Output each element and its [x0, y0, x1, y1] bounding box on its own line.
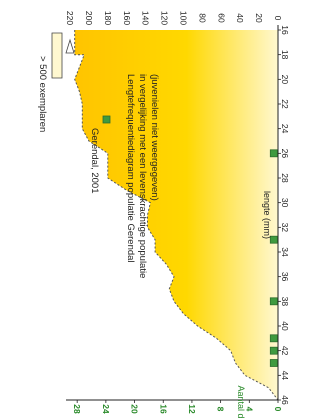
legend-label: Gerendal, 2001	[89, 128, 100, 194]
population-outline	[74, 30, 279, 401]
chart-title: Lengtefrequentiediagram populatie Gerend…	[125, 74, 160, 281]
gerendal-marker	[269, 334, 278, 343]
x-axis-label: lengte (mm)	[262, 191, 272, 239]
markers-layer	[51, 32, 278, 367]
right-y-tick-label: 120	[160, 11, 170, 25]
left-y-tick-label: 0	[273, 407, 283, 412]
left-y-tick-label: 8	[216, 407, 226, 412]
x-tick-label: 40	[280, 321, 290, 331]
right-y-tick-label: 40	[235, 13, 245, 23]
title-line-1: Lengtefrequentiediagram populatie Gerend…	[125, 74, 136, 263]
x-tick-label: 34	[280, 247, 290, 257]
left-y-tick-label: 4	[244, 407, 254, 412]
x-tick-label: 44	[280, 371, 290, 381]
axes-layer: 1618202224262830323436384042444602040608…	[65, 11, 290, 414]
x-tick-label: 18	[280, 50, 290, 60]
right-y-tick-label: 180	[103, 11, 113, 25]
y-axis-label: Aantal dieren	[236, 385, 246, 419]
right-y-tick-label: 200	[84, 11, 94, 25]
right-y-tick-label: 80	[197, 13, 207, 23]
x-tick-label: 38	[280, 297, 290, 307]
population-area	[74, 30, 278, 400]
x-tick-label: 30	[280, 198, 290, 208]
title-line-2: in vergelijking met een levenskrachtige …	[137, 74, 148, 278]
title-line-3: (juvenielen niet weergegeven)	[149, 74, 160, 201]
annotation-label: > 500 exemplaren	[37, 56, 48, 132]
left-y-tick-label: 24	[101, 404, 111, 414]
left-y-tick-label: 12	[187, 404, 197, 414]
population-area-layer	[74, 30, 279, 401]
x-tick-label: 26	[280, 149, 290, 159]
left-y-tick-label: 20	[130, 404, 140, 414]
right-y-tick-label: 60	[216, 13, 226, 23]
x-tick-label: 16	[280, 25, 290, 35]
annotation-arrow-head	[65, 38, 75, 54]
gerendal-marker	[269, 149, 278, 158]
x-tick-label: 36	[280, 272, 290, 282]
legend-marker	[102, 115, 111, 124]
annotation-box	[51, 32, 63, 79]
x-tick-label: 32	[280, 223, 290, 233]
gerendal-marker	[269, 235, 278, 244]
x-tick-label: 24	[280, 124, 290, 134]
labels-layer: Lengtefrequentiediagram populatie Gerend…	[37, 56, 272, 419]
right-y-tick-label: 100	[178, 11, 188, 25]
left-y-tick-label: 28	[72, 404, 82, 414]
right-y-tick-label: 140	[141, 11, 151, 25]
gerendal-marker	[269, 297, 278, 306]
x-tick-label: 20	[280, 75, 290, 85]
right-y-tick-label: 20	[254, 13, 264, 23]
gerendal-marker	[269, 346, 278, 355]
right-y-tick-label: 160	[122, 11, 132, 25]
right-y-tick-label: 0	[273, 16, 283, 21]
gerendal-marker	[269, 359, 278, 367]
left-y-tick-label: 16	[158, 404, 168, 414]
x-tick-label: 28	[280, 173, 290, 183]
x-tick-label: 46	[280, 395, 290, 405]
right-y-tick-label: 220	[65, 11, 75, 25]
x-tick-label: 22	[280, 99, 290, 109]
x-tick-label: 42	[280, 346, 290, 356]
